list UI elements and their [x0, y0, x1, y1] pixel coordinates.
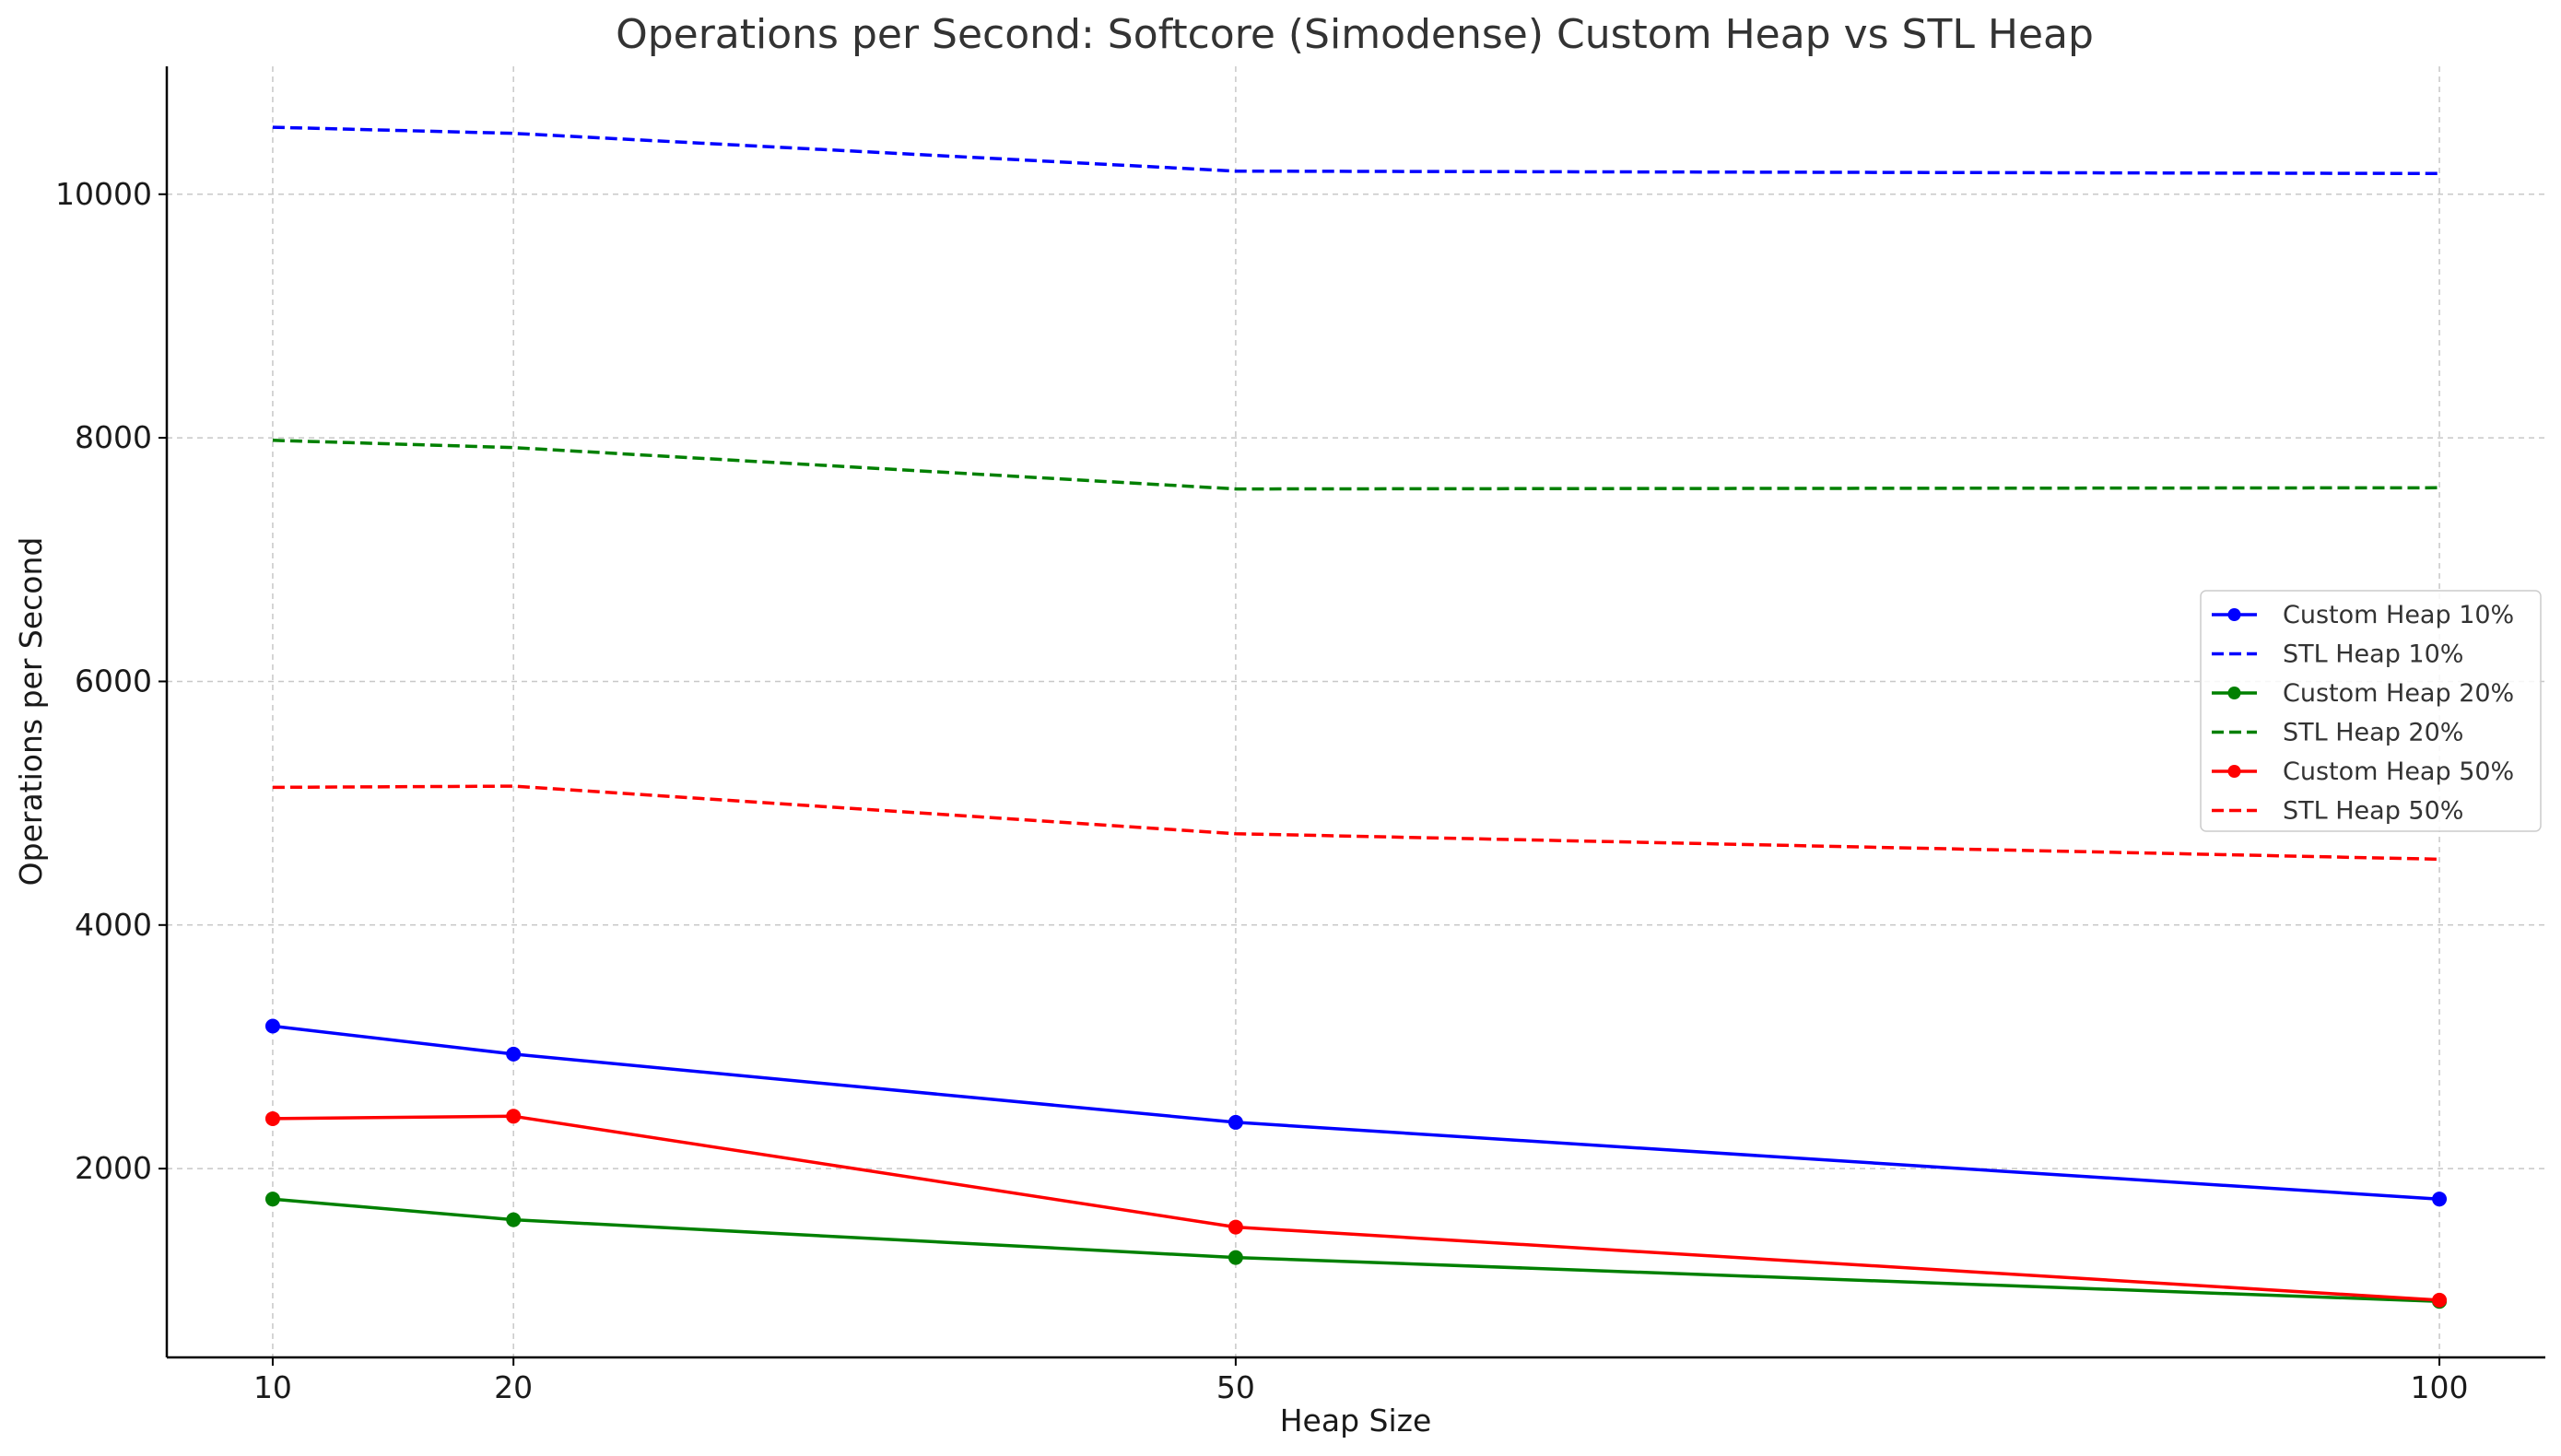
y-tick-label: 2000 [75, 1150, 152, 1186]
series-line [272, 1114, 2440, 1302]
chart-title: Operations per Second: Softcore (Simoden… [616, 11, 2094, 58]
series-line [272, 784, 2440, 862]
x-tick-label: 50 [1216, 1369, 1255, 1405]
y-tick-label: 6000 [75, 663, 152, 699]
data-point [506, 1109, 522, 1124]
series-line [272, 1197, 2440, 1303]
data-point [264, 1192, 280, 1207]
legend-label: Custom Heap 50% [2283, 757, 2514, 786]
x-tick-label: 100 [2411, 1369, 2469, 1405]
series-line [272, 1024, 2440, 1201]
data-point [506, 1212, 522, 1227]
y-tick-label: 4000 [75, 907, 152, 943]
y-axis-label: Operations per Second [13, 537, 49, 887]
legend-marker [2227, 765, 2241, 778]
x-tick-label: 10 [253, 1369, 292, 1405]
x-axis-label: Heap Size [1280, 1403, 1432, 1438]
y-tick-label: 10000 [55, 176, 152, 212]
series-line [272, 439, 2440, 491]
legend-marker [2227, 687, 2241, 699]
data-point [2432, 1292, 2448, 1308]
legend-label: STL Heap 20% [2283, 719, 2463, 747]
legend-label: Custom Heap 10% [2283, 601, 2514, 629]
x-tick-label: 20 [494, 1369, 533, 1405]
data-point [2432, 1192, 2448, 1207]
legend-marker [2227, 608, 2241, 621]
y-tick-label: 8000 [75, 419, 152, 455]
series-line [272, 125, 2440, 176]
series-layer [264, 125, 2448, 1309]
legend-label: STL Heap 10% [2283, 640, 2463, 669]
legend-label: STL Heap 50% [2283, 797, 2463, 826]
tick-labels: 10 20 50 100 2000 4000 6000 8000 10000 [55, 176, 2469, 1405]
legend: Custom Heap 10% STL Heap 10% Custom Heap 2… [2200, 590, 2542, 832]
legend-label: Custom Heap 20% [2283, 679, 2514, 708]
grid-lines [167, 66, 2545, 1357]
data-point [1228, 1250, 1243, 1265]
data-point [1228, 1219, 1243, 1235]
legend-frame [2200, 590, 2542, 832]
data-point [506, 1046, 522, 1062]
data-point [264, 1018, 280, 1034]
data-point [1228, 1114, 1243, 1130]
data-point [264, 1110, 280, 1126]
axes [165, 66, 2545, 1359]
